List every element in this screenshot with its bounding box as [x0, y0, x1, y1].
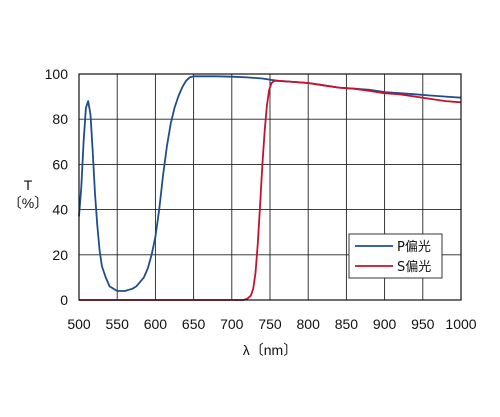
legend-box	[348, 233, 443, 279]
x-tick-label: 650	[182, 316, 206, 332]
y-axis-unit: 〔%〕	[8, 195, 48, 211]
legend-label: P偏光	[397, 240, 431, 255]
y-tick-label: 80	[52, 111, 68, 127]
plot-frame	[78, 73, 462, 301]
y-tick-label: 0	[60, 292, 68, 308]
x-tick-label: 500	[67, 316, 91, 332]
x-tick-label: 750	[258, 316, 282, 332]
x-tick-label: 550	[106, 316, 130, 332]
series-line-s	[79, 79, 462, 301]
x-tick-label: 800	[297, 316, 321, 332]
series-lines	[78, 75, 462, 301]
x-tick-label: 850	[335, 316, 359, 332]
tick-labels: 500 550 600 650 700 750 800 850 900 950 1000 0 20 40 6…	[45, 66, 477, 332]
x-tick-label: 950	[411, 316, 435, 332]
x-tick-label: 700	[220, 316, 244, 332]
x-axis-title: λ〔nm〕	[243, 342, 297, 358]
legend: P偏光 S偏光	[348, 233, 443, 279]
y-axis-title: T	[24, 177, 33, 193]
y-tick-label: 60	[52, 156, 68, 172]
y-tick-label: 20	[52, 247, 68, 263]
y-tick-label: 100	[45, 66, 69, 82]
x-tick-label: 1000	[445, 316, 476, 332]
legend-label: S偏光	[397, 260, 431, 275]
x-tick-label: 600	[144, 316, 168, 332]
y-tick-label: 40	[52, 202, 68, 218]
x-tick-label: 900	[373, 316, 397, 332]
